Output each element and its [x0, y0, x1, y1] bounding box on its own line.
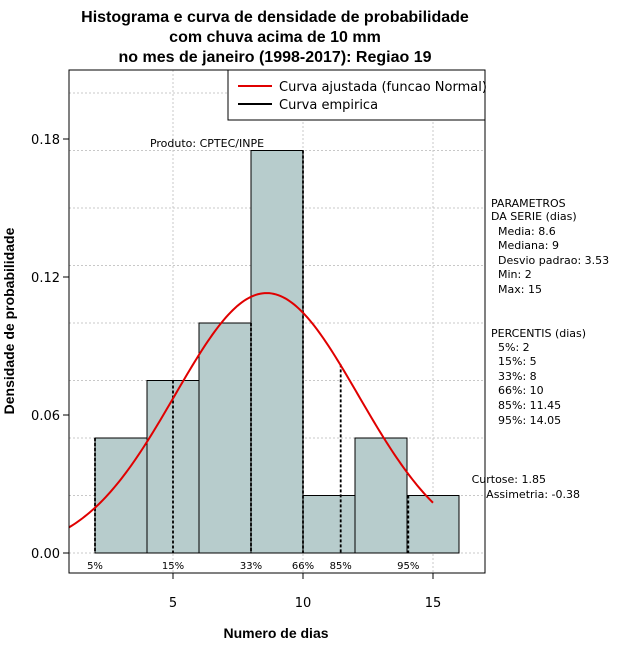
curtose: Curtose: 1.85 [472, 473, 546, 486]
percentis-5: 5%: 2 [498, 341, 530, 354]
percentile-label: 5% [87, 561, 103, 572]
y-axis-label: Densidade de probabilidade [1, 227, 17, 414]
legend-label-normal: Curva ajustada (funcao Normal) [279, 80, 487, 95]
normal-curve [68, 292, 434, 529]
x-tick-label: 5 [169, 596, 177, 611]
params-heading-2: DA SERIE (dias) [491, 210, 577, 223]
percentis-95: 95%: 14.05 [498, 414, 561, 427]
percentile-label: 85% [330, 561, 352, 572]
histogram-bar [94, 437, 148, 554]
normal-curve-line [68, 292, 434, 529]
params-median: Mediana: 9 [498, 239, 559, 252]
params-mean: Media: 8.6 [498, 225, 556, 238]
percentile-label: 33% [240, 561, 262, 572]
legend-box [227, 69, 486, 121]
histogram-bar [302, 495, 356, 554]
y-tick-label: 0.00 [31, 547, 60, 562]
y-tick-label: 0.06 [31, 409, 60, 424]
params-heading-1: PARAMETROS [491, 197, 566, 210]
x-axis-label: Numero de dias [223, 625, 328, 641]
histogram-bar [354, 437, 408, 554]
legend: Curva ajustada (funcao Normal) Curva emp… [227, 69, 487, 121]
percentile-label: 66% [292, 561, 314, 572]
assimetria: Assimetria: -0.38 [486, 488, 580, 501]
axes: 0.00 0.06 0.12 0.18 5 10 15 [31, 133, 441, 611]
percentis-85: 85%: 11.45 [498, 399, 561, 412]
legend-label-empirical: Curva empirica [279, 98, 378, 113]
percentile-label: 15% [162, 561, 184, 572]
percentile-label: 95% [397, 561, 419, 572]
histogram-bar [198, 322, 252, 554]
percentis-heading: PERCENTIS (dias) [491, 327, 586, 340]
percentis-15: 15%: 5 [498, 355, 537, 368]
percentis-33: 33%: 8 [498, 370, 537, 383]
chart-title: Histograma e curva de densidade de proba… [81, 9, 469, 66]
stats-percentis: PERCENTIS (dias) 5%: 2 15%: 5 33%: 8 66%… [491, 327, 586, 427]
stats-shape: Curtose: 1.85 Assimetria: -0.38 [472, 473, 580, 501]
histogram-bar [250, 150, 304, 554]
title-line-1: Histograma e curva de densidade de proba… [81, 9, 469, 26]
title-line-2: com chuva acima de 10 mm [169, 29, 381, 46]
percentile-lines: 5% 15% 33% 66% 85% 95% [87, 150, 419, 572]
histogram-bar [406, 495, 460, 554]
histogram-bars [94, 150, 460, 554]
x-tick-label: 10 [295, 596, 312, 611]
y-tick-label: 0.12 [31, 271, 60, 286]
x-tick-label: 15 [425, 596, 442, 611]
params-min: Min: 2 [498, 268, 532, 281]
stats-parameters: PARAMETROS DA SERIE (dias) Media: 8.6 Me… [491, 197, 609, 296]
y-tick-label: 0.18 [31, 133, 60, 148]
percentis-66: 66%: 10 [498, 384, 544, 397]
product-annotation: Produto: CPTEC/INPE [150, 137, 264, 150]
title-line-3: no mes de janeiro (1998-2017): Regiao 19 [118, 49, 431, 66]
params-sd: Desvio padrao: 3.53 [498, 254, 609, 267]
params-max: Max: 15 [498, 283, 542, 296]
